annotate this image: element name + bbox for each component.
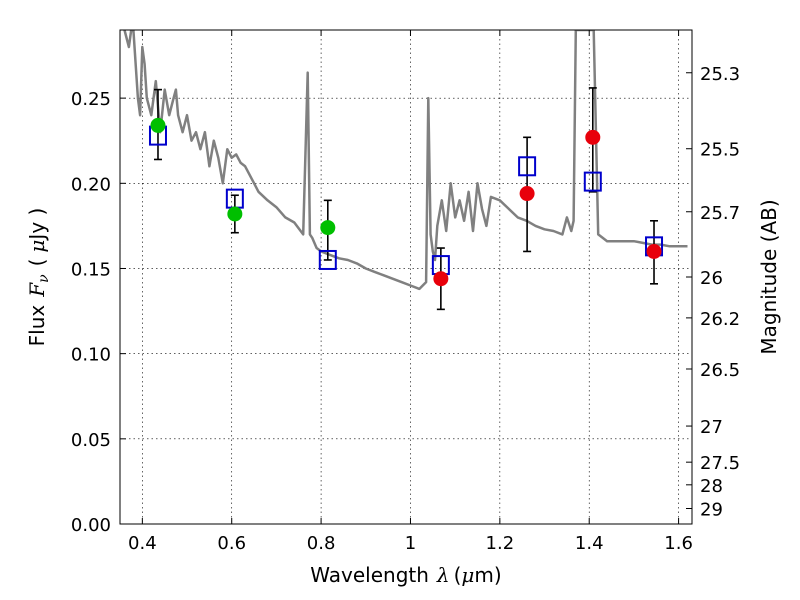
y-tick-label: 0.20 [71, 174, 111, 195]
magnitude-tick-label: 25.5 [700, 140, 740, 161]
model-point [583, 171, 602, 192]
magnitude-tick-label: 27.5 [700, 453, 740, 474]
green-point [320, 220, 336, 236]
y-tick-label: 0.00 [71, 515, 111, 536]
magnitude-tick-label: 28 [700, 476, 723, 497]
spectrum-line [123, 30, 688, 291]
markers [148, 117, 664, 287]
red-point [585, 129, 601, 145]
red-point [519, 186, 535, 202]
model-point [518, 156, 537, 177]
y-tick-label: 0.15 [71, 259, 111, 280]
magnitude-tick-label: 26.2 [700, 309, 740, 330]
green-point [150, 117, 166, 133]
grid [120, 30, 692, 525]
green-point [227, 206, 243, 222]
x-tick-label: 1 [405, 533, 416, 554]
red-point [646, 243, 662, 259]
errorbars [153, 87, 659, 311]
y-tick-label: 0.10 [71, 345, 111, 366]
magnitude-tick-label: 25.7 [700, 203, 740, 224]
spectrum-series [123, 30, 688, 291]
y-tick-label: 0.05 [71, 430, 111, 451]
red-point [433, 271, 449, 287]
magnitude-tick-label: 29 [700, 499, 723, 520]
magnitude-tick-label: 25.3 [700, 64, 740, 85]
y-tick-label: 0.25 [71, 89, 111, 110]
x-axis-title: Wavelength λ (μm) [310, 563, 501, 587]
plot-frame [119, 29, 693, 525]
magnitude-tick-label: 27 [700, 417, 723, 438]
magnitude-tick-label: 26.5 [700, 360, 740, 381]
x-tick-label: 0.8 [307, 533, 336, 554]
x-tick-label: 1.6 [664, 533, 693, 554]
magnitude-tick-label: 26 [700, 268, 723, 289]
x-tick-label: 0.6 [217, 533, 246, 554]
y2-axis-title: Magnitude (AB) [757, 199, 781, 354]
x-tick-label: 1.2 [486, 533, 515, 554]
x-tick-label: 0.4 [128, 533, 157, 554]
model-point [318, 249, 337, 270]
ticks: 0.4 0.6 0.8 1 1.2 1.4 1.6 0.00 0.05 0.10 0.15 0.20 0… [71, 30, 740, 554]
x-tick-label: 1.4 [575, 533, 604, 554]
y-axis-title: FluxFν(μJy ) [25, 208, 52, 347]
